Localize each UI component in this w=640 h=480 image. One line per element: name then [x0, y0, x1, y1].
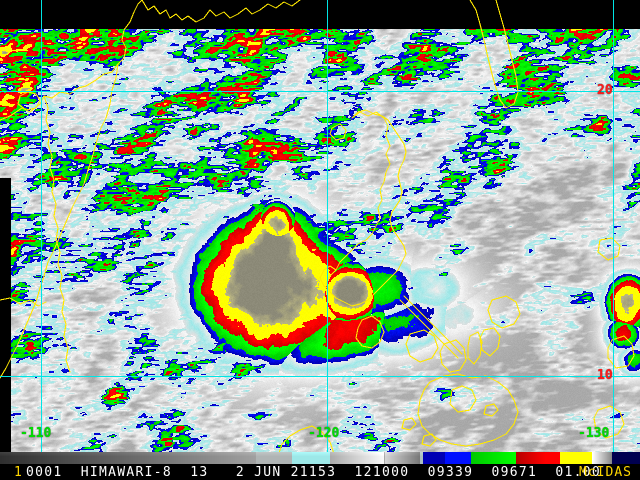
longitude-label-110: -110	[20, 426, 52, 441]
status-bar: 1 0001 HIMAWARI-8 13 2 JUN 21153 121000 …	[0, 464, 640, 480]
status-bar-text: 0001 HIMAWARI-8 13 2 JUN 21153 121000 09…	[26, 464, 601, 480]
latitude-label-10: 10	[597, 368, 613, 383]
latitude-label-20: 20	[597, 83, 613, 98]
mcidas-brand-label: McIDAS	[579, 464, 632, 480]
enhancement-color-bar	[0, 452, 640, 464]
area-number-leading-digit: 1	[14, 465, 22, 480]
longitude-label-130: -130	[578, 426, 610, 441]
longitude-label-120: -120	[308, 426, 340, 441]
color-bar-canvas	[0, 452, 640, 464]
